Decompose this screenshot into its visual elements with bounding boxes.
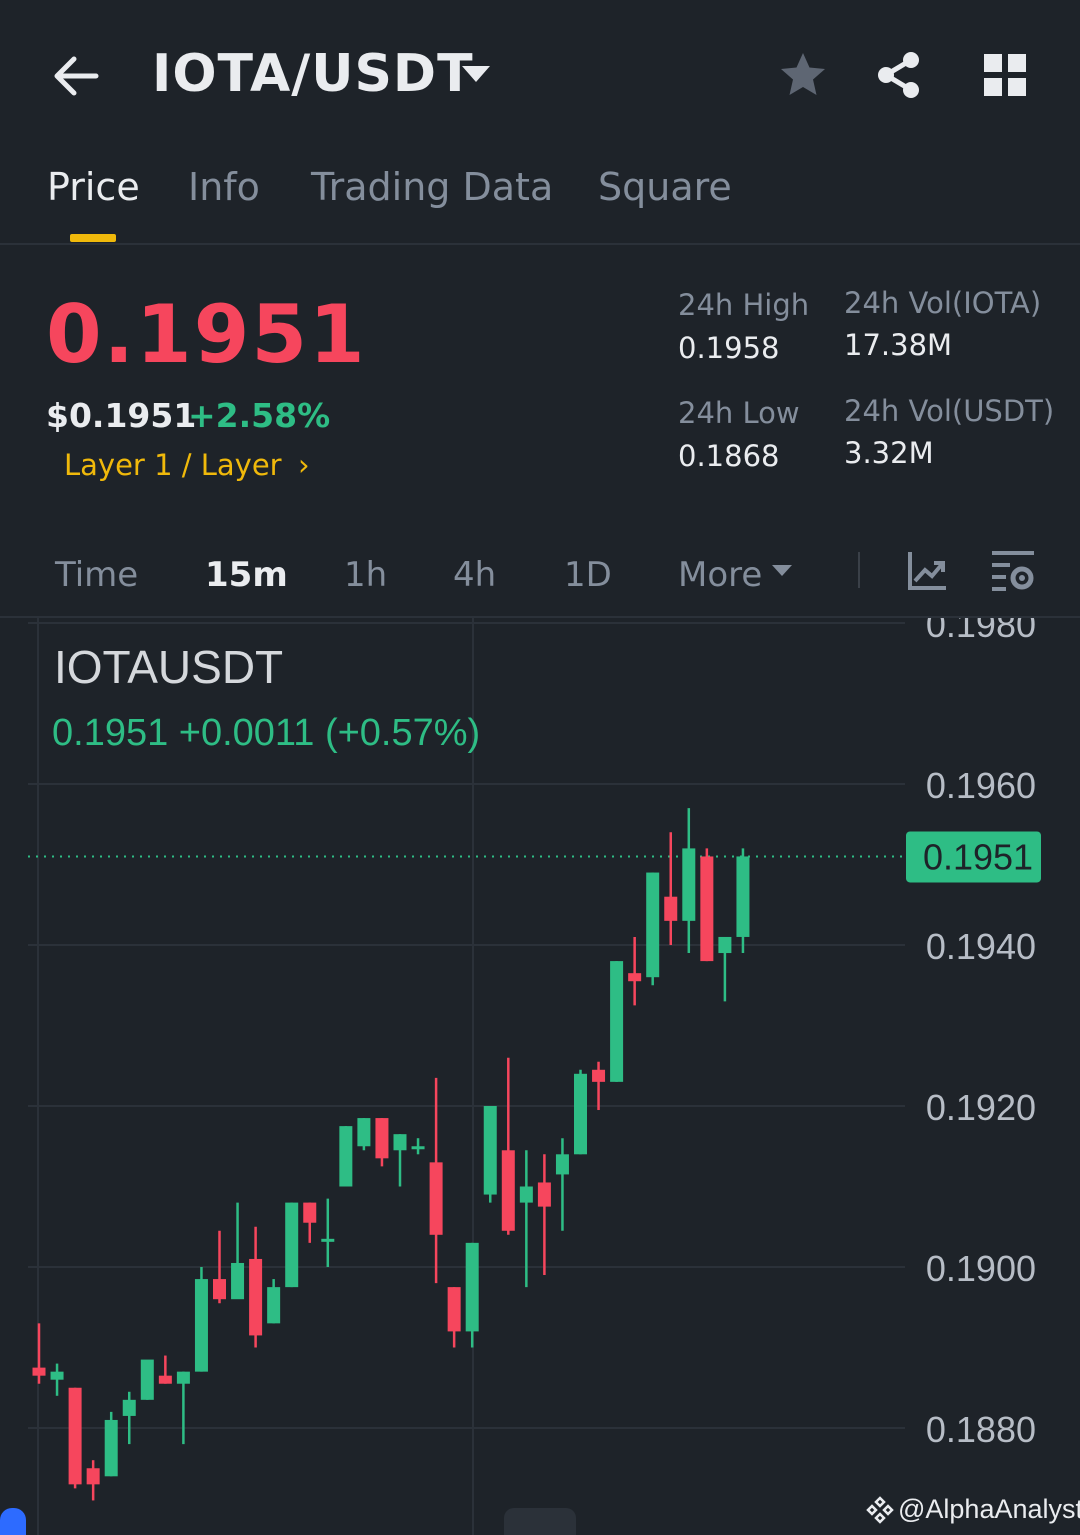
candle-body-up	[610, 961, 624, 1082]
back-arrow-icon[interactable]	[48, 48, 104, 104]
tab-trading-data[interactable]: Trading Data	[311, 165, 554, 209]
candle-body-up	[357, 1118, 371, 1147]
share-icon[interactable]	[874, 50, 924, 100]
chart-settings-icon[interactable]	[990, 548, 1036, 594]
usd-price: $0.1951	[46, 396, 197, 435]
candle-body-up	[646, 872, 660, 978]
tab-info[interactable]: Info	[188, 165, 260, 209]
grid-icon[interactable]	[982, 52, 1028, 98]
low-label: 24h Low	[678, 396, 800, 430]
candle-body-down	[249, 1258, 263, 1336]
vol-quote-label: 24h Vol(USDT)	[844, 394, 1055, 428]
candle-body-up	[393, 1134, 407, 1151]
candle-body-up	[574, 1073, 587, 1155]
price-change-percent: +2.58%	[188, 396, 331, 435]
candle-body-up	[122, 1399, 136, 1416]
candle-body-down	[213, 1279, 226, 1300]
candle-body-up	[267, 1287, 281, 1324]
candle-body-up	[104, 1419, 118, 1477]
last-price-tag-label: 0.1951	[923, 836, 1033, 877]
vol-base-label: 24h Vol(IOTA)	[844, 286, 1042, 320]
high-value: 0.1958	[678, 331, 780, 365]
candle-body-up	[231, 1262, 245, 1300]
candle-body-up	[682, 848, 696, 921]
low-value: 0.1868	[678, 439, 780, 473]
candlestick-chart[interactable]: 0.1980 0.1960 0.1940 0.1920 0.1900 0.1880 0.19…	[0, 618, 1080, 1535]
candle-body-down	[537, 1182, 551, 1207]
candle-body-down	[664, 896, 678, 921]
candle-body-up	[736, 856, 750, 937]
last-price-tag	[906, 831, 1041, 883]
candle-body-up	[411, 1146, 425, 1150]
tabs-divider	[0, 243, 1080, 245]
candle-body-up	[176, 1371, 190, 1384]
candle-body-down	[501, 1150, 515, 1231]
chart-price-summary: 0.1951 +0.0011 (+0.57%)	[52, 712, 481, 754]
candle-body-up	[555, 1154, 569, 1175]
scroll-up-handle[interactable]	[504, 1508, 576, 1535]
chart-divider	[0, 616, 1080, 618]
chart-symbol: IOTAUSDT	[54, 641, 284, 693]
category-tag-link[interactable]: Layer 1 / Layer	[64, 448, 282, 482]
y-tick-label: 0.1920	[926, 1087, 1036, 1128]
chevron-right-icon[interactable]: ›	[298, 448, 310, 482]
interval-4h[interactable]: 4h	[453, 555, 497, 595]
candle-body-up	[483, 1106, 497, 1195]
vol-base-value: 17.38M	[844, 328, 953, 362]
y-tick-label: 0.1960	[926, 765, 1036, 806]
candle-body-up	[519, 1186, 533, 1203]
floating-handle[interactable]	[0, 1508, 26, 1535]
candle-body-up	[285, 1202, 299, 1288]
last-price: 0.1951	[46, 288, 367, 381]
interval-15m[interactable]: 15m	[205, 555, 288, 595]
watermark-handle: @AlphaAnalyst	[898, 1494, 1080, 1524]
tab-price[interactable]: Price	[47, 165, 140, 209]
candle-body-down	[447, 1287, 461, 1332]
candle-body-down	[628, 973, 642, 982]
candle-body-down	[68, 1387, 82, 1485]
candle-body-up	[194, 1279, 208, 1372]
vol-quote-value: 3.32M	[844, 436, 934, 470]
candle-body-down	[375, 1118, 389, 1159]
candle-body-down	[158, 1375, 172, 1384]
candle-body-up	[718, 936, 732, 954]
candle-body-down	[32, 1367, 46, 1376]
y-tick-label: 0.1880	[926, 1409, 1036, 1450]
y-tick-label: 0.1940	[926, 926, 1036, 967]
interval-time[interactable]: Time	[55, 555, 139, 595]
interval-1d[interactable]: 1D	[564, 555, 612, 595]
binance-logo-icon	[866, 1496, 894, 1524]
candle-body-up	[321, 1238, 335, 1242]
candle-body-up	[339, 1126, 353, 1187]
high-label: 24h High	[678, 288, 810, 322]
candle-body-down	[592, 1069, 606, 1082]
y-tick-label: 0.1980	[926, 618, 1036, 645]
more-caret-icon[interactable]	[772, 565, 792, 576]
candle-body-down	[86, 1468, 100, 1485]
y-tick-label: 0.1900	[926, 1248, 1036, 1289]
dropdown-caret-icon[interactable]	[462, 66, 490, 82]
interval-more[interactable]: More	[678, 555, 763, 595]
interval-1h[interactable]: 1h	[344, 555, 388, 595]
candle-body-down	[700, 856, 714, 962]
toolbar-separator	[858, 552, 860, 588]
candle-body-up	[140, 1359, 154, 1400]
active-tab-indicator	[70, 234, 116, 242]
candle-body-down	[303, 1202, 317, 1223]
indicator-chart-icon[interactable]	[904, 548, 950, 594]
star-icon[interactable]	[778, 50, 828, 100]
candle-body-down	[429, 1162, 443, 1235]
pair-title[interactable]: IOTA/USDT	[152, 44, 474, 104]
candle-body-up	[465, 1242, 479, 1332]
candle-body-up	[50, 1371, 64, 1380]
tab-square[interactable]: Square	[598, 165, 732, 209]
